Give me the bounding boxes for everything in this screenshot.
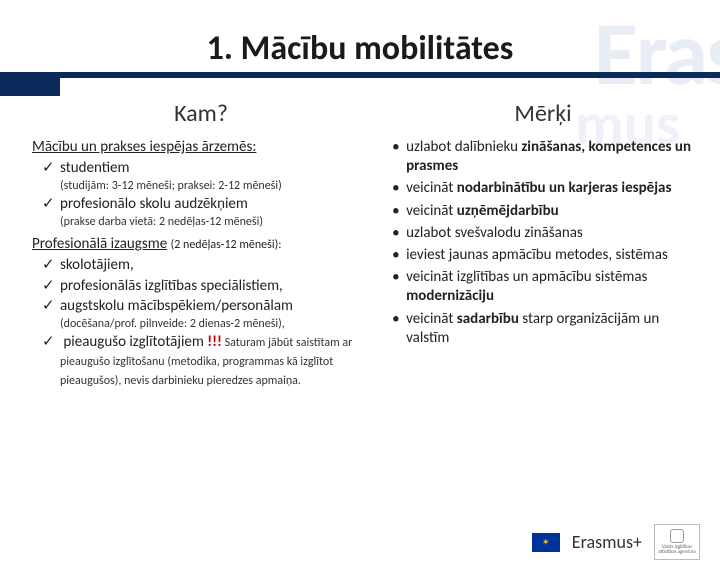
erasmus-logo-text: Erasmus+ <box>572 531 642 553</box>
column-left: Kam? Mācību un prakses iespējas ārzemēs:… <box>32 99 370 390</box>
section2-list: skolotājiem, profesionālās izglītības sp… <box>32 256 370 316</box>
title-bar: 1. Mācību mobilitātes <box>0 28 720 69</box>
section2-title: Profesionālā izaugsme (2 nedēļas-12 mēne… <box>32 235 370 254</box>
title-underline <box>0 72 720 78</box>
section2-paren: (2 nedēļas-12 mēneši): <box>171 238 282 252</box>
list-item: profesionālo skolu audzēkņiem <box>60 195 370 214</box>
column-right: Mērķi uzlabot dalībnieku zināšanas, komp… <box>390 99 696 390</box>
eu-flag-icon <box>532 533 560 552</box>
goals-list: uzlabot dalībnieku zināšanas, kompetence… <box>390 138 696 348</box>
list-item: studentiem <box>60 159 370 178</box>
list-item: veicināt sadarbību starp organizācijām u… <box>406 310 696 348</box>
list-item: profesionālās izglītības speciālistiem, <box>60 277 370 296</box>
agency-crest-icon <box>670 529 684 543</box>
list-item: uzlabot svešvalodu zināšanas <box>406 224 696 243</box>
section2-title-text: Profesionālā izaugsme <box>32 235 167 253</box>
section2-last-list: pieaugušo izglītotājiem !!! Saturam jābū… <box>32 333 370 389</box>
section1-list: studentiem <box>32 159 370 178</box>
list-item: uzlabot dalībnieku zināšanas, kompetence… <box>406 138 696 176</box>
agency-logo: Valsts izglītības attīstības aģentūra <box>654 524 700 560</box>
page-title: 1. Mācību mobilitātes <box>0 28 720 69</box>
footer: Erasmus+ Valsts izglītības attīstības aģ… <box>532 524 700 560</box>
content-columns: Kam? Mācību un prakses iespējas ārzemēs:… <box>0 99 720 390</box>
left-heading: Kam? <box>32 99 370 128</box>
title-accent-block <box>0 78 60 96</box>
section1-note-b: (prakse darba vietā: 2 nedēļas-12 mēneši… <box>32 215 370 229</box>
list-item-last: pieaugušo izglītotājiem !!! Saturam jābū… <box>60 333 370 389</box>
list-item: ieviest jaunas apmācību metodes, sistēma… <box>406 246 696 265</box>
list-item: veicināt izglītības un apmācību sistēmas… <box>406 268 696 306</box>
agency-label: Valsts izglītības attīstības aģentūra <box>655 545 699 556</box>
exclaim-icon: !!! <box>207 333 222 351</box>
list-item: skolotājiem, <box>60 256 370 275</box>
list-item: augstskolu mācībspēkiem/personālam <box>60 297 370 316</box>
list-item: veicināt nodarbinātību un karjeras iespē… <box>406 179 696 198</box>
section1-title: Mācību un prakses iespējas ārzemēs: <box>32 138 370 157</box>
right-heading: Mērķi <box>390 99 696 128</box>
last-item-text: pieaugušo izglītotājiem <box>63 333 207 351</box>
section2-note: (docēšana/prof. pilnveide: 2 dienas-2 mē… <box>32 317 370 331</box>
list-item: veicināt uzņēmējdarbību <box>406 202 696 221</box>
section1-note: (studijām: 3-12 mēneši; praksei: 2-12 mē… <box>32 179 370 193</box>
section1-list-b: profesionālo skolu audzēkņiem <box>32 195 370 214</box>
